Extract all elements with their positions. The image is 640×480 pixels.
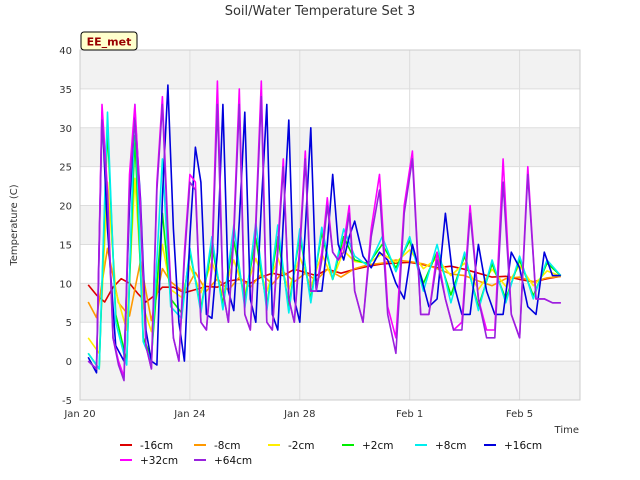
y-tick-label: 20 [59, 202, 72, 213]
legend-label: +16cm [504, 440, 542, 452]
y-band [80, 127, 580, 167]
legend-item: +16cm [484, 440, 542, 452]
y-tick-label: 30 [59, 124, 72, 135]
legend-label: +8cm [435, 440, 466, 452]
legend-label: -2cm [288, 440, 314, 452]
y-tick-label: 5 [66, 318, 72, 329]
chart-title: Soil/Water Temperature Set 3 [225, 4, 416, 19]
y-tick-label: 40 [59, 46, 72, 57]
site-badge-label: EE_met [87, 36, 132, 49]
plot-border [79, 49, 581, 401]
series-lines [87, 80, 562, 382]
legend-label: -16cm [140, 440, 173, 452]
y-band [80, 50, 580, 89]
legend-label: +64cm [214, 455, 252, 467]
x-tick-label: Feb 1 [396, 409, 423, 420]
legend-label: +32cm [140, 455, 178, 467]
legend-item: -8cm [194, 440, 240, 452]
legend-item: -16cm [120, 440, 173, 452]
x-tick-labels: Jan 20 Jan 24 Jan 28 Feb 1 Feb 5 [63, 409, 533, 420]
legend-label: +2cm [362, 440, 393, 452]
legend-label: -8cm [214, 440, 240, 452]
legend-item: +8cm [415, 440, 466, 452]
x-tick-label: Feb 5 [506, 409, 533, 420]
x-axis-label: Time [554, 425, 579, 436]
legend-item: +64cm [194, 455, 252, 467]
y-tick-labels: -5 0 5 10 15 20 25 30 35 40 [59, 46, 72, 407]
x-tick-label: Jan 28 [283, 409, 315, 420]
y-axis-label: Temperature (C) [9, 184, 20, 266]
legend: -16cm -8cm -2cm +2cm +8cm +16cm +32cm +64cm [120, 440, 542, 467]
site-badge-box [80, 31, 138, 51]
y-tick-label: 35 [59, 85, 72, 96]
x-tick-label: Jan 20 [63, 409, 95, 420]
legend-item: +32cm [120, 455, 178, 467]
series-line-+64cm [87, 95, 561, 382]
y-tick-label: 10 [59, 279, 72, 290]
y-tick-label: 0 [66, 357, 72, 368]
legend-item: -2cm [268, 440, 314, 452]
y-band [80, 361, 580, 400]
y-tick-label: 15 [59, 240, 72, 251]
site-badge: EE_met [80, 31, 138, 51]
y-tick-label: -5 [62, 396, 72, 407]
legend-item: +2cm [342, 440, 393, 452]
y-tick-label: 25 [59, 163, 72, 174]
plot-area [79, 49, 581, 401]
x-tick-label: Jan 24 [173, 409, 205, 420]
